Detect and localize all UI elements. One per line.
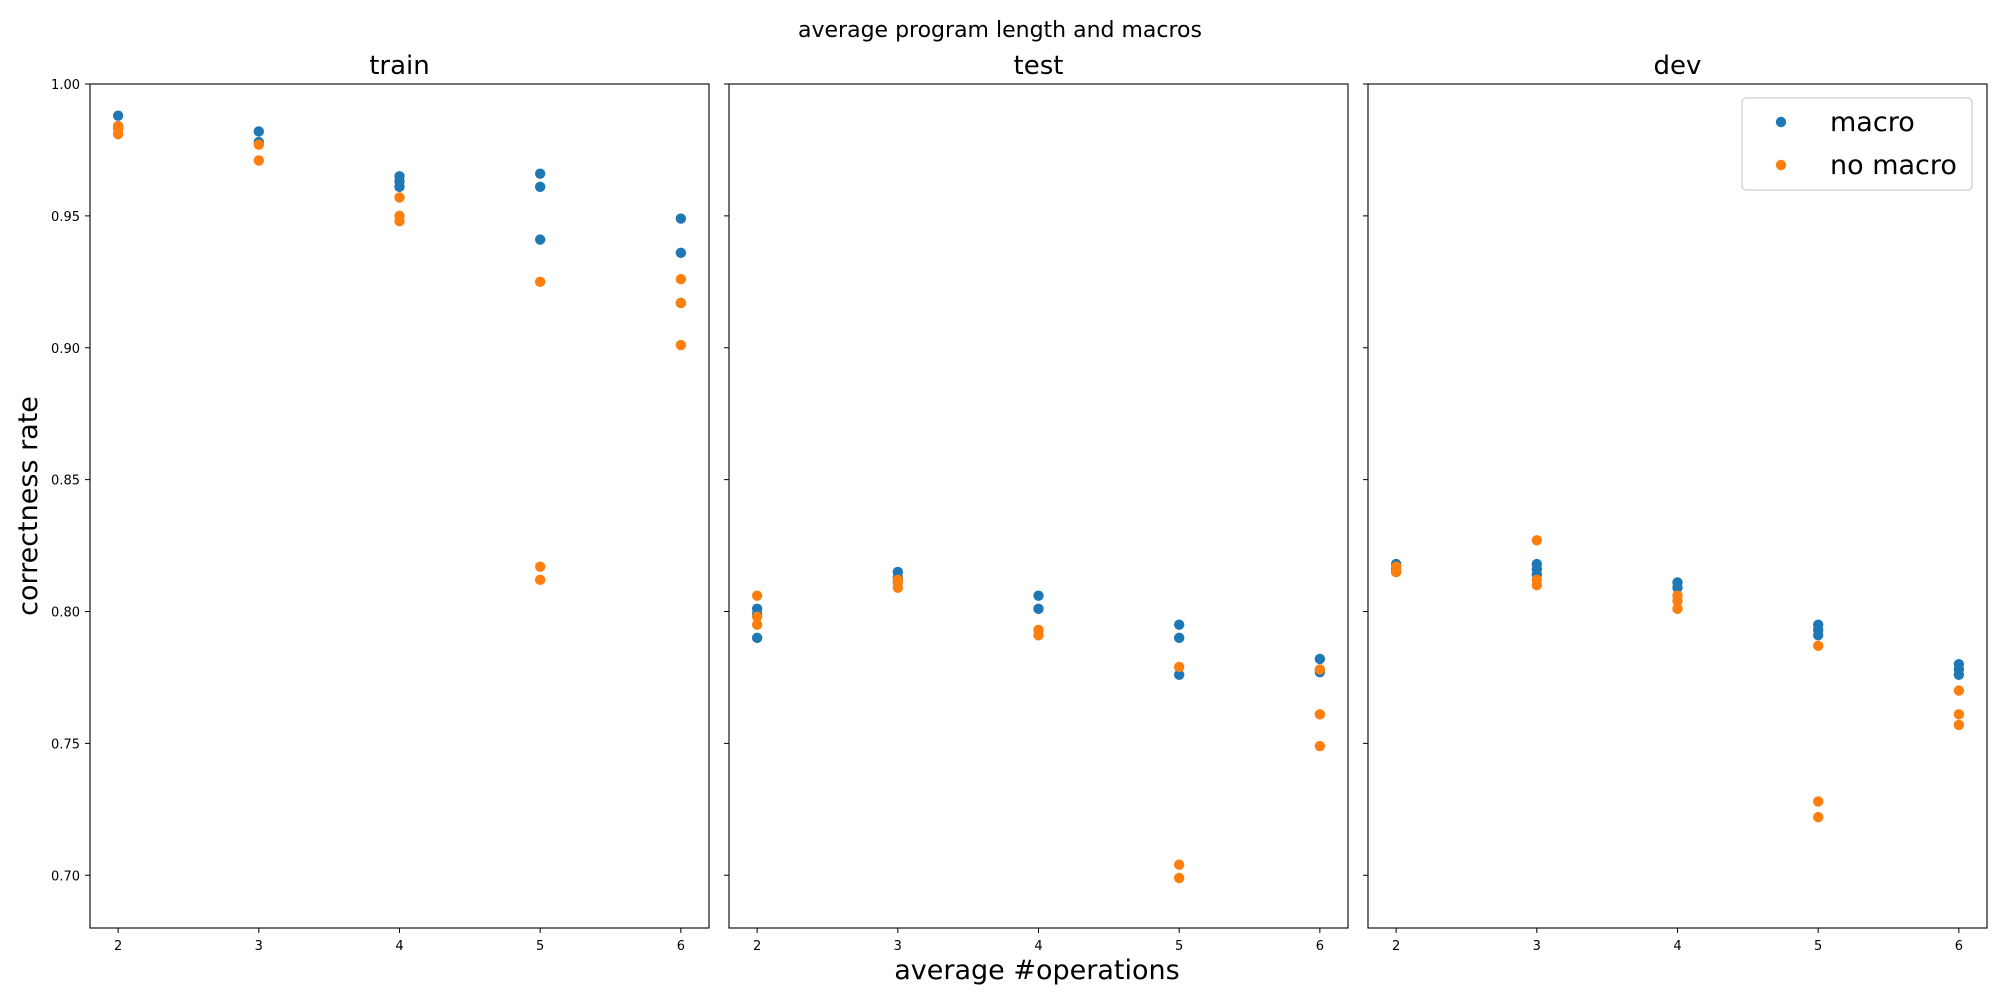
y-tick-label: 0.75 bbox=[51, 737, 80, 752]
legend-label-no-macro: no macro bbox=[1830, 150, 1957, 181]
panel-frame bbox=[89, 83, 710, 929]
panel-test: test 2 3 4 5 6 bbox=[724, 51, 1349, 954]
y-axis-label: correctness rate bbox=[13, 396, 44, 616]
point-macro bbox=[1812, 630, 1824, 641]
point-no-macro bbox=[1314, 740, 1326, 752]
point-macro bbox=[1173, 669, 1185, 680]
panel-frame bbox=[1367, 83, 1988, 929]
point-no-macro bbox=[1173, 661, 1185, 673]
x-tick-label: 5 bbox=[1175, 939, 1183, 954]
point-no-macro bbox=[751, 611, 763, 622]
point-no-macro bbox=[1953, 709, 1965, 720]
x-tick-label: 6 bbox=[1316, 939, 1324, 954]
y-tick-label: 0.90 bbox=[51, 342, 80, 357]
point-no-macro bbox=[394, 192, 405, 203]
point-no-macro bbox=[1672, 595, 1683, 607]
y-tick-label: 1.00 bbox=[51, 78, 80, 93]
x-tick-label: 5 bbox=[536, 939, 544, 954]
point-macro bbox=[534, 181, 546, 193]
panel-title-dev: dev bbox=[1654, 51, 1702, 81]
x-axis-label: average #operations bbox=[894, 955, 1179, 986]
point-no-macro bbox=[1173, 859, 1185, 870]
x-tick-label: 6 bbox=[1955, 939, 1963, 954]
point-no-macro bbox=[253, 155, 265, 166]
point-no-macro bbox=[1672, 603, 1683, 615]
point-no-macro bbox=[1390, 566, 1402, 578]
x-tick-label: 4 bbox=[395, 939, 403, 954]
x-tick-label: 2 bbox=[753, 939, 761, 954]
panel-title-test: test bbox=[1014, 51, 1064, 81]
point-macro bbox=[675, 213, 687, 224]
point-no-macro bbox=[1173, 872, 1185, 884]
point-no-macro bbox=[534, 574, 546, 586]
point-macro bbox=[534, 234, 546, 245]
point-macro bbox=[394, 181, 405, 193]
point-no-macro bbox=[1314, 664, 1326, 675]
point-no-macro bbox=[675, 273, 687, 285]
y-tick-label: 0.70 bbox=[51, 869, 80, 884]
point-no-macro bbox=[1531, 535, 1543, 546]
x-tick-label: 6 bbox=[677, 939, 685, 954]
point-macro bbox=[1672, 582, 1683, 593]
point-macro bbox=[751, 632, 763, 644]
x-tick-label: 5 bbox=[1814, 939, 1822, 954]
panel-dev: dev 2 3 4 5 6 bbox=[1363, 51, 1988, 954]
y-tick-label: 0.80 bbox=[51, 606, 80, 621]
point-no-macro bbox=[751, 590, 763, 601]
x-tick-label: 3 bbox=[255, 939, 263, 954]
legend-label-macro: macro bbox=[1830, 107, 1915, 138]
x-tick-label: 3 bbox=[894, 939, 902, 954]
panel-frame bbox=[728, 83, 1349, 929]
point-no-macro bbox=[534, 276, 546, 288]
point-no-macro bbox=[1812, 796, 1824, 807]
point-macro bbox=[1314, 653, 1326, 665]
point-no-macro bbox=[1812, 640, 1824, 651]
point-no-macro bbox=[1033, 630, 1044, 641]
x-tick-label: 2 bbox=[1392, 939, 1400, 954]
y-tick-label: 0.85 bbox=[51, 474, 80, 489]
point-no-macro bbox=[534, 561, 546, 572]
point-no-macro bbox=[751, 619, 763, 630]
point-macro bbox=[112, 110, 124, 121]
legend-marker-no-macro bbox=[1775, 159, 1787, 171]
chart-title: average program length and macros bbox=[798, 18, 1202, 43]
point-macro bbox=[1033, 603, 1044, 615]
point-macro bbox=[534, 168, 546, 179]
legend-frame bbox=[1741, 97, 1973, 191]
point-no-macro bbox=[1314, 709, 1326, 720]
point-macro bbox=[1953, 669, 1965, 680]
point-macro bbox=[253, 126, 265, 137]
point-no-macro bbox=[1812, 812, 1824, 823]
point-macro bbox=[1033, 590, 1044, 601]
point-no-macro bbox=[253, 139, 265, 150]
x-tick-label: 2 bbox=[114, 939, 122, 954]
panel-title-train: train bbox=[369, 51, 430, 81]
legend-marker-macro bbox=[1775, 116, 1787, 128]
point-no-macro bbox=[675, 339, 687, 351]
point-macro bbox=[1173, 619, 1185, 630]
point-no-macro bbox=[675, 297, 687, 309]
point-no-macro bbox=[892, 582, 904, 593]
point-macro bbox=[1173, 632, 1185, 644]
point-no-macro bbox=[1953, 685, 1965, 696]
point-no-macro bbox=[112, 128, 124, 140]
point-macro bbox=[675, 247, 687, 258]
x-tick-label: 3 bbox=[1533, 939, 1541, 954]
point-no-macro bbox=[1953, 719, 1965, 731]
point-no-macro bbox=[1531, 579, 1543, 591]
x-tick-label: 4 bbox=[1673, 939, 1681, 954]
x-tick-label: 4 bbox=[1034, 939, 1042, 954]
point-no-macro bbox=[394, 215, 405, 227]
legend: macro no macro bbox=[1741, 97, 1973, 191]
y-tick-label: 0.95 bbox=[51, 210, 80, 225]
panel-train: train 0.70 0.75 0.80 0.85 0.90 0.95 1.00 2 3 4 5 6 bbox=[51, 51, 710, 954]
